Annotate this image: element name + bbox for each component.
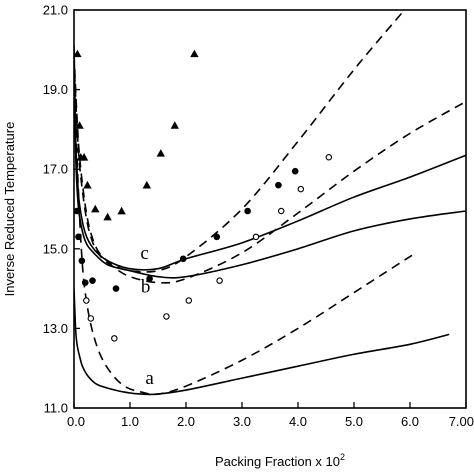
curve-label-c: c — [140, 243, 148, 264]
series-layer — [74, 10, 466, 396]
dashed-curve-6 — [74, 10, 406, 273]
triangle-marker-9 — [142, 180, 151, 189]
y-axis-title: Inverse Reduced Temperature — [2, 122, 17, 297]
circle-open-marker-5 — [185, 297, 193, 304]
triangle-marker-1 — [73, 49, 82, 58]
curve-label-a: a — [145, 368, 154, 389]
x-tick-label-5: 4.0 — [289, 414, 307, 429]
solid-curve-3 — [74, 49, 466, 279]
triangle-marker-11 — [170, 121, 179, 129]
circle-open-marker-9 — [297, 185, 305, 193]
circle-filled-marker-1 — [73, 207, 81, 215]
triangle-marker-6 — [91, 204, 100, 213]
y-tick-label-6: 21.0 — [43, 3, 68, 18]
circle-open-marker-2 — [87, 315, 95, 322]
circle-open-marker-3 — [111, 335, 118, 342]
circle-filled-marker-9 — [213, 233, 221, 241]
circle-filled-marker-7 — [146, 275, 153, 282]
curve-labels: cb a — [140, 243, 154, 389]
dashed-curve-5 — [74, 57, 466, 284]
curve-label-b: b — [141, 277, 151, 298]
circle-open-marker-1 — [83, 297, 90, 304]
circle-filled-marker-4 — [81, 279, 89, 286]
plot-frame — [73, 9, 467, 409]
x-axis-title-exponent: 2 — [340, 452, 345, 462]
y-tick-label-5: 19.0 — [43, 82, 68, 97]
triangle-marker-2 — [75, 121, 84, 129]
circle-open-marker-7 — [252, 233, 260, 241]
y-tick-label-1: 11.0 — [44, 401, 68, 416]
x-tick-label-4: 3.0 — [233, 414, 251, 429]
dashed-curve-2 — [74, 53, 414, 396]
circle-filled-marker-6 — [112, 285, 120, 292]
circle-filled-marker-2 — [75, 233, 82, 241]
x-tick-label-3: 2.0 — [177, 414, 195, 429]
solid-curve-1 — [74, 288, 450, 396]
circle-filled-marker-5 — [89, 277, 96, 284]
y-tick-label-4: 17.0 — [43, 162, 68, 177]
circle-open-marker-8 — [277, 207, 285, 215]
circle-filled-marker-11 — [275, 181, 282, 189]
y-tick-label-2: 13.0 — [43, 321, 68, 336]
solid-curve-4 — [74, 45, 466, 271]
circle-filled-marker-3 — [78, 257, 86, 265]
x-tick-label-1: 0.0 — [67, 414, 85, 429]
circle-filled-marker-12 — [291, 167, 299, 175]
x-tick-label-2: 1.0 — [121, 414, 139, 429]
axis-ticks: 0.0 1.0 2.0 3.0 4.0 5.0 6.0 7.00 11.0 13.0 15.0 17.… — [43, 3, 474, 430]
triangle-marker-8 — [117, 206, 126, 215]
circle-filled-marker-8 — [179, 255, 187, 263]
triangle-marker-12 — [190, 49, 199, 58]
circle-open-marker-6 — [216, 277, 223, 284]
circle-open-marker-4 — [163, 313, 170, 320]
triangle-marker-7 — [103, 212, 112, 221]
x-tick-label-6: 5.0 — [345, 414, 363, 429]
circle-open-marker-10 — [325, 154, 333, 161]
x-axis-title: Packing Fraction x 102 — [215, 452, 345, 469]
triangle-marker-5 — [83, 180, 92, 189]
x-tick-label-7: 6.0 — [401, 414, 419, 429]
x-tick-label-8: 7.00 — [449, 414, 474, 429]
y-tick-label-3: 15.0 — [43, 241, 68, 256]
triangle-marker-10 — [156, 149, 165, 157]
circle-filled-marker-10 — [244, 207, 251, 215]
triangle-marker-4 — [79, 153, 89, 161]
marker-layer — [73, 49, 333, 342]
